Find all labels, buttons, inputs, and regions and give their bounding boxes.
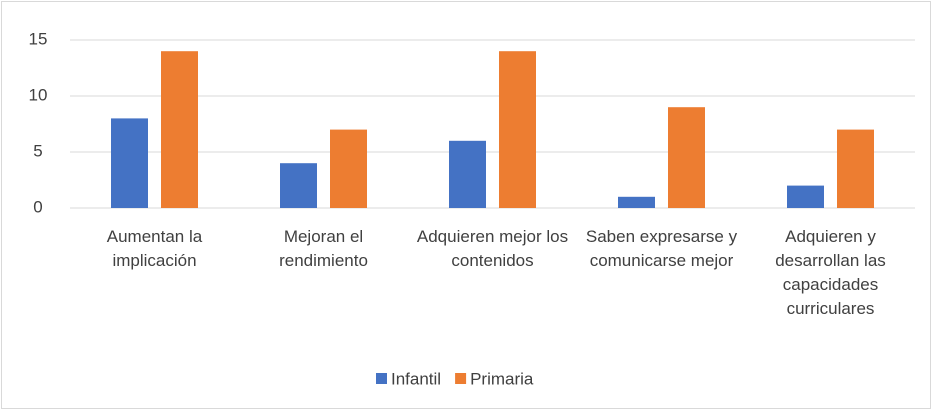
bar [111,118,148,208]
bar [499,51,536,209]
bar [161,51,198,209]
y-tick-label: 10 [29,85,48,104]
bar [330,129,367,208]
x-tick-label: Mejoran el rendimiento [279,227,368,270]
bar [787,185,824,208]
bar [618,196,655,208]
x-tick-label: Saben expresarse y comunicarse mejor [585,227,738,270]
legend-label: Primaria [470,369,534,388]
legend-label: Infantil [391,369,441,388]
x-tick-label: Adquieren y desarrollan las capacidades … [775,227,886,318]
bar [280,163,317,208]
y-tick-label: 5 [33,141,42,160]
legend-swatch [455,373,467,384]
bar [668,107,705,208]
bar [837,129,874,208]
y-tick-label: 15 [29,29,48,48]
bar [449,140,486,208]
x-tick-label: Adquieren mejor los contenidos [416,227,569,270]
y-tick-label: 0 [33,197,42,216]
legend-swatch [376,373,387,384]
x-tick-label: Aumentan la implicación [106,227,203,270]
